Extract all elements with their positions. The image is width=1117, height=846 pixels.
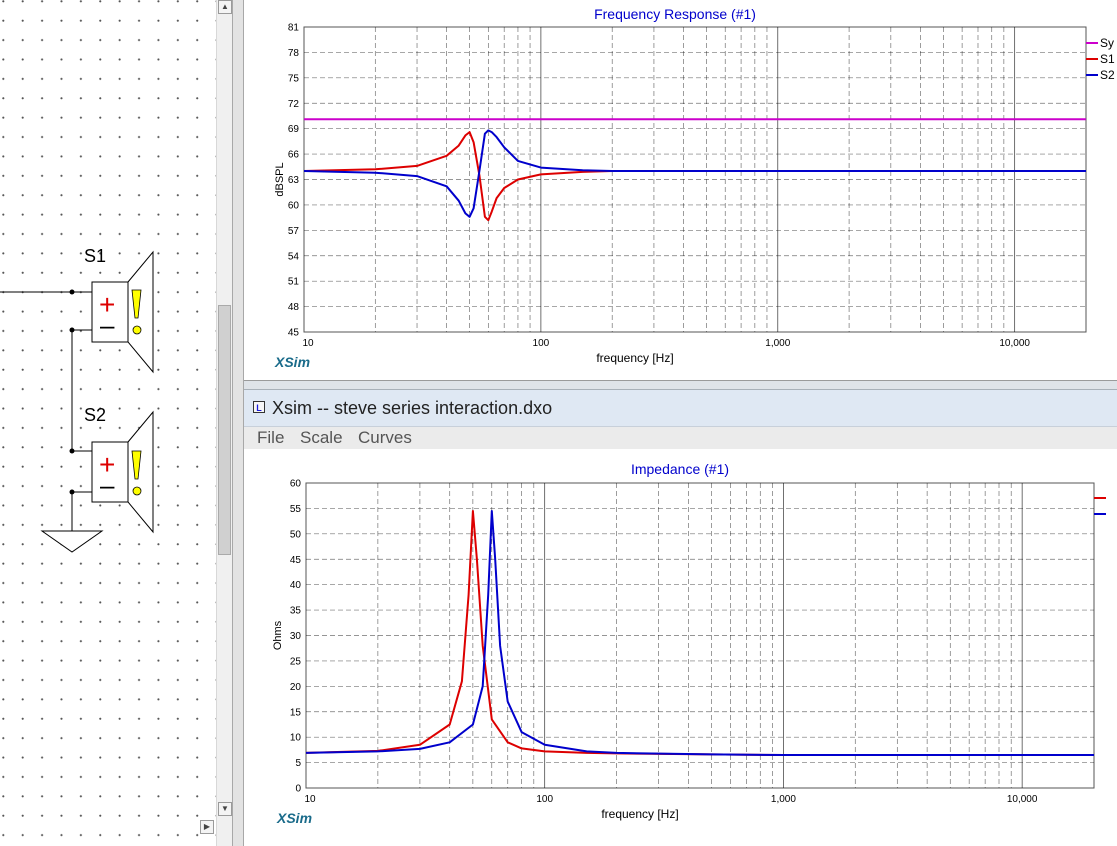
y-tick-label: 10	[290, 733, 302, 744]
y-tick-label: 60	[288, 200, 300, 211]
legend-label: Sy	[1100, 36, 1114, 50]
schematic-drawing: S1 + – S2 + –	[0, 246, 154, 553]
y-tick-label: 45	[288, 328, 300, 339]
x-axis-label: frequency [Hz]	[601, 807, 678, 821]
scroll-right-icon[interactable]: ▶	[200, 820, 214, 834]
window-titlebar[interactable]: L Xsim -- steve series interaction.dxo	[244, 390, 1117, 427]
xsim-watermark: XSim	[276, 810, 312, 826]
warning-icon	[131, 450, 142, 480]
window-title: Xsim -- steve series interaction.dxo	[272, 398, 553, 418]
node-dot	[69, 289, 75, 295]
pane-separator[interactable]	[244, 381, 1117, 390]
frequency-response-chart: 45 48 51 54 57 60 63 66 69 72 75 78 81 10 100 1,000 10,0…	[274, 6, 1115, 370]
frequency-response-pane: 45 48 51 54 57 60 63 66 69 72 75 78 81 10 100 1,000 10,0…	[244, 0, 1117, 381]
chart-title: Impedance (#1)	[631, 461, 729, 477]
speaker-s1-body	[91, 281, 129, 343]
series-line-s2	[303, 129, 1086, 218]
y-tick-label: 20	[290, 682, 302, 693]
y-tick-label: 54	[288, 251, 300, 262]
y-tick-label: 75	[288, 73, 300, 84]
schematic-vertical-scrollbar[interactable]: ▲ ▼	[216, 0, 233, 846]
y-tick-label: 69	[288, 124, 300, 135]
scroll-up-icon[interactable]: ▲	[218, 0, 232, 14]
x-tick-label: 1,000	[771, 794, 796, 805]
y-tick-label: 48	[288, 302, 300, 313]
series-line-trace-2	[305, 510, 1094, 756]
speaker-s2[interactable]: S2 + –	[84, 405, 154, 534]
y-tick-label: 50	[290, 529, 302, 540]
legend-label: S1	[1100, 52, 1115, 66]
y-axis-label: dBSPL	[274, 162, 286, 196]
y-tick-label: 63	[288, 175, 300, 186]
speaker-s1[interactable]: S1 + –	[84, 246, 154, 374]
node-dot	[69, 489, 75, 495]
y-tick-label: 78	[288, 48, 300, 59]
speaker-s2-minus: –	[100, 470, 115, 500]
x-tick-label: 10	[302, 338, 314, 349]
impedance-chart: 0 5 10 15 20 25 30 35 40 45 50 55 60 10 100 1,000 10,000…	[272, 461, 1106, 826]
y-tick-label: 66	[288, 150, 300, 161]
y-tick-label: 55	[290, 504, 302, 515]
ground-icon	[40, 530, 104, 553]
x-tick-label: 100	[536, 794, 553, 805]
x-tick-label: 10,000	[1007, 794, 1038, 805]
scroll-thumb[interactable]	[218, 305, 231, 555]
y-tick-label: 81	[288, 23, 300, 34]
menu-scale[interactable]: Scale	[300, 428, 343, 447]
y-tick-label: 15	[290, 707, 302, 718]
speaker-s1-plus: +	[99, 289, 115, 320]
speaker-s1-cone	[127, 250, 154, 374]
menu-bar: File Scale Curves	[244, 427, 1117, 449]
warning-icon	[131, 289, 142, 319]
y-tick-label: 40	[290, 580, 302, 591]
series-line-s1	[303, 131, 1086, 222]
app-icon: L	[253, 401, 265, 413]
y-tick-label: 30	[290, 631, 302, 642]
x-tick-label: 1,000	[765, 338, 790, 349]
speaker-s2-label: S2	[84, 405, 106, 425]
y-axis-label: Ohms	[272, 620, 284, 650]
y-tick-label: 45	[290, 555, 302, 566]
speaker-s1-label: S1	[84, 246, 106, 266]
legend-label: S2	[1100, 68, 1115, 82]
node-dot	[69, 327, 75, 333]
xsim-watermark: XSim	[274, 354, 310, 370]
scroll-down-icon[interactable]: ▼	[218, 802, 232, 816]
speaker-s1-minus: –	[100, 310, 115, 340]
y-tick-label: 35	[290, 606, 302, 617]
y-tick-label: 51	[288, 277, 300, 288]
warning-icon-dot	[132, 486, 142, 496]
y-tick-label: 25	[290, 656, 302, 667]
schematic-canvas[interactable]: S1 + – S2 + –	[0, 0, 216, 846]
menu-file[interactable]: File	[257, 428, 285, 447]
y-tick-label: 0	[295, 784, 301, 795]
y-tick-label: 72	[288, 99, 300, 110]
chart-title: Frequency Response (#1)	[594, 6, 756, 22]
node-dot	[69, 448, 75, 454]
y-tick-label: 5	[295, 758, 301, 769]
menu-curves[interactable]: Curves	[358, 428, 412, 447]
impedance-window: L Xsim -- steve series interaction.dxo F…	[244, 390, 1117, 846]
pane-splitter[interactable]	[232, 0, 244, 846]
x-tick-label: 10,000	[999, 338, 1030, 349]
x-axis-label: frequency [Hz]	[596, 351, 673, 365]
impedance-plot-area: 0 5 10 15 20 25 30 35 40 45 50 55 60 10 100 1,000 10,000…	[244, 450, 1117, 846]
y-tick-label: 60	[290, 479, 302, 490]
x-tick-label: 10	[304, 794, 316, 805]
x-tick-label: 100	[533, 338, 550, 349]
speaker-s2-cone	[127, 410, 154, 534]
speaker-s2-plus: +	[99, 449, 115, 480]
warning-icon-dot	[132, 325, 142, 335]
y-tick-label: 57	[288, 226, 300, 237]
